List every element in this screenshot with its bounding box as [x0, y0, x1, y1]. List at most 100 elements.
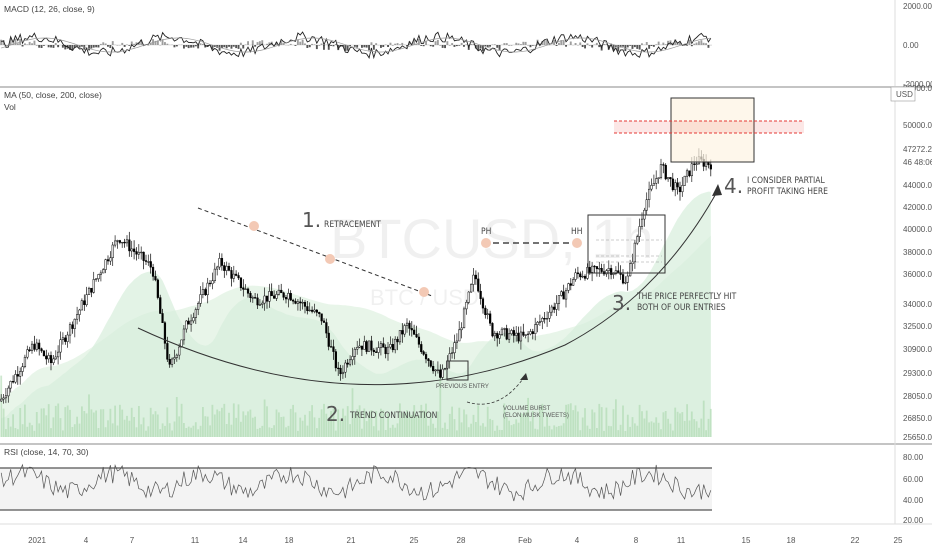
- entry-zone-box: [587, 214, 666, 274]
- candle-body: [109, 257, 112, 262]
- volume-bar: [610, 426, 612, 437]
- candle-body: [318, 312, 321, 314]
- candle-body: [650, 185, 653, 190]
- candle-body: [536, 321, 539, 325]
- macd-histogram-bar: [463, 45, 465, 47]
- macd-histogram-bar: [313, 44, 316, 45]
- macd-histogram-bar: [496, 45, 499, 48]
- volume-bar: [225, 424, 228, 437]
- volume-bar: [631, 417, 634, 437]
- volume-bar: [199, 425, 202, 437]
- volume-burst-label-2: (ELON MUSK TWEETS): [503, 413, 569, 419]
- candle-body: [19, 371, 22, 377]
- candle-body: [254, 297, 257, 299]
- volume-bar: [183, 423, 185, 437]
- candle-body: [104, 259, 107, 270]
- time-tick-label: 2021: [28, 536, 46, 545]
- macd-histogram-bar: [211, 45, 214, 50]
- candle-body: [360, 345, 364, 350]
- candle-body: [669, 177, 672, 180]
- price-axis[interactable]: 52000.00 50000.00 47272.26 46 48:06 44000.00…: [903, 2, 932, 525]
- volume-bar: [100, 409, 102, 437]
- candle-body: [322, 320, 326, 323]
- candle-body: [130, 248, 133, 252]
- candle-body: [519, 331, 523, 342]
- macd-histogram-bar: [444, 45, 446, 49]
- candle-body: [235, 273, 238, 276]
- macd-histogram-bar: [588, 45, 591, 46]
- candle-body: [683, 175, 686, 186]
- volume-bar: [690, 411, 693, 437]
- time-tick-label: 25: [894, 536, 903, 545]
- candle-body: [629, 263, 632, 277]
- candle-body: [38, 342, 41, 350]
- volume-bar: [510, 425, 513, 437]
- macd-histogram-bar: [387, 45, 389, 47]
- macd-histogram-bar: [555, 45, 558, 46]
- volume-bar: [287, 425, 290, 437]
- volume-bar: [171, 430, 173, 437]
- candle-body: [7, 387, 10, 397]
- candle-body: [239, 277, 243, 289]
- ma-label[interactable]: MA (50, close, 200, close): [4, 90, 102, 100]
- candle-body: [87, 287, 91, 295]
- vol-label[interactable]: Vol: [4, 102, 16, 112]
- candle-body: [337, 367, 340, 370]
- candle-body: [664, 164, 667, 180]
- macd-histogram-bar: [484, 45, 487, 47]
- volume-bar: [119, 404, 121, 437]
- volume-bar: [66, 405, 69, 437]
- volume-bar: [453, 419, 456, 437]
- candle-body: [550, 306, 553, 313]
- macd-label[interactable]: MACD (12, 26, close, 9): [4, 4, 95, 14]
- volume-bar: [432, 423, 434, 437]
- candle-body: [97, 274, 100, 280]
- hh-label: HH: [571, 227, 583, 237]
- volume-bar: [387, 413, 389, 437]
- macd-histogram-bar: [275, 41, 278, 45]
- macd-histogram-bar: [408, 41, 411, 45]
- candle-body: [26, 349, 29, 358]
- price-tick-label: 38000.00: [903, 248, 932, 257]
- volume-bar: [617, 430, 620, 437]
- volume-bar: [662, 412, 665, 437]
- candle-body: [249, 293, 252, 298]
- candle-body: [68, 324, 72, 336]
- macd-histogram-bar: [465, 44, 468, 45]
- candle-body: [688, 170, 691, 177]
- candle-body: [569, 283, 572, 286]
- volume-bar: [135, 427, 138, 437]
- volume-bar: [180, 403, 183, 437]
- time-axis[interactable]: 2021 4 7 11 14 18 21 25 28 Feb 4 8 11 15 18 22 25: [28, 536, 903, 545]
- volume-bar: [396, 423, 399, 437]
- macd-histogram-bar: [21, 45, 24, 47]
- volume-bar: [259, 427, 261, 437]
- volume-bar: [444, 422, 446, 437]
- rsi-line: [0, 463, 712, 502]
- candle-body: [23, 356, 27, 367]
- macd-histogram-bar: [123, 45, 126, 47]
- rsi-tick-label: 80.00: [903, 453, 924, 462]
- volume-bar: [667, 418, 669, 437]
- macd-histogram-bar: [406, 45, 408, 47]
- watermark-symbol: BTCUSD, 1h: [330, 207, 654, 270]
- volume-bar: [503, 403, 506, 437]
- rsi-label[interactable]: RSI (close, 14, 70, 30): [4, 447, 89, 457]
- macd-histogram-bar: [99, 43, 102, 45]
- annotation-2-number: 2.: [326, 402, 345, 426]
- macd-histogram-bar: [645, 42, 648, 45]
- candle-body: [607, 268, 610, 271]
- time-tick-label: 7: [130, 536, 135, 545]
- macd-histogram-bar: [251, 40, 254, 45]
- candle-body: [301, 302, 304, 304]
- candle-body: [422, 351, 425, 355]
- candle-body: [676, 182, 679, 188]
- candle-body: [429, 360, 432, 367]
- candle-body: [353, 348, 356, 357]
- macd-histogram-bar: [622, 45, 624, 47]
- macd-histogram-bar: [619, 45, 622, 48]
- candle-body: [640, 218, 644, 227]
- price-tick-label: 50000.00: [903, 121, 932, 130]
- candle-body: [59, 339, 62, 353]
